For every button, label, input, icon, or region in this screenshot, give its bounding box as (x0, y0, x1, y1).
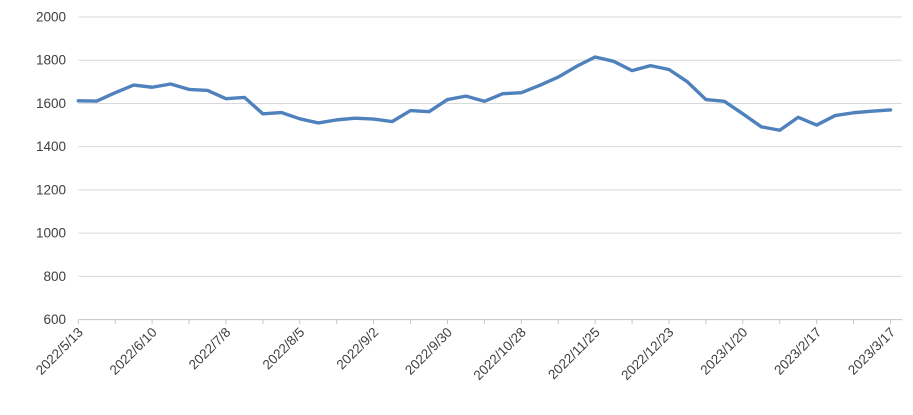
x-axis-label: 2022/10/28 (471, 325, 529, 383)
x-axis-label: 2022/6/10 (107, 325, 160, 378)
y-axis-label: 1000 (36, 226, 66, 241)
x-axis-label: 2023/1/20 (697, 325, 750, 378)
x-axis-label: 2022/12/23 (618, 325, 676, 383)
y-axis-label: 2000 (36, 10, 66, 25)
x-axis-label: 2022/9/2 (333, 325, 381, 373)
x-axis-label: 2022/5/13 (33, 325, 86, 378)
y-axis-label: 1400 (36, 139, 66, 154)
x-axis-label: 2022/8/5 (260, 325, 308, 373)
y-axis-label: 800 (43, 269, 66, 284)
x-axis-label: 2022/7/8 (186, 325, 234, 373)
series-line (76, 55, 893, 132)
y-axis-label: 600 (43, 312, 66, 327)
y-axis-label: 1200 (36, 182, 66, 197)
y-axis-label: 1800 (36, 53, 66, 68)
y-axis-label: 1600 (36, 96, 66, 111)
x-axis-label: 2022/11/25 (545, 325, 603, 383)
x-axis-label: 2023/2/17 (771, 325, 824, 378)
x-axis-label: 2022/9/30 (402, 325, 455, 378)
x-axis-label: 2023/3/17 (845, 325, 898, 378)
